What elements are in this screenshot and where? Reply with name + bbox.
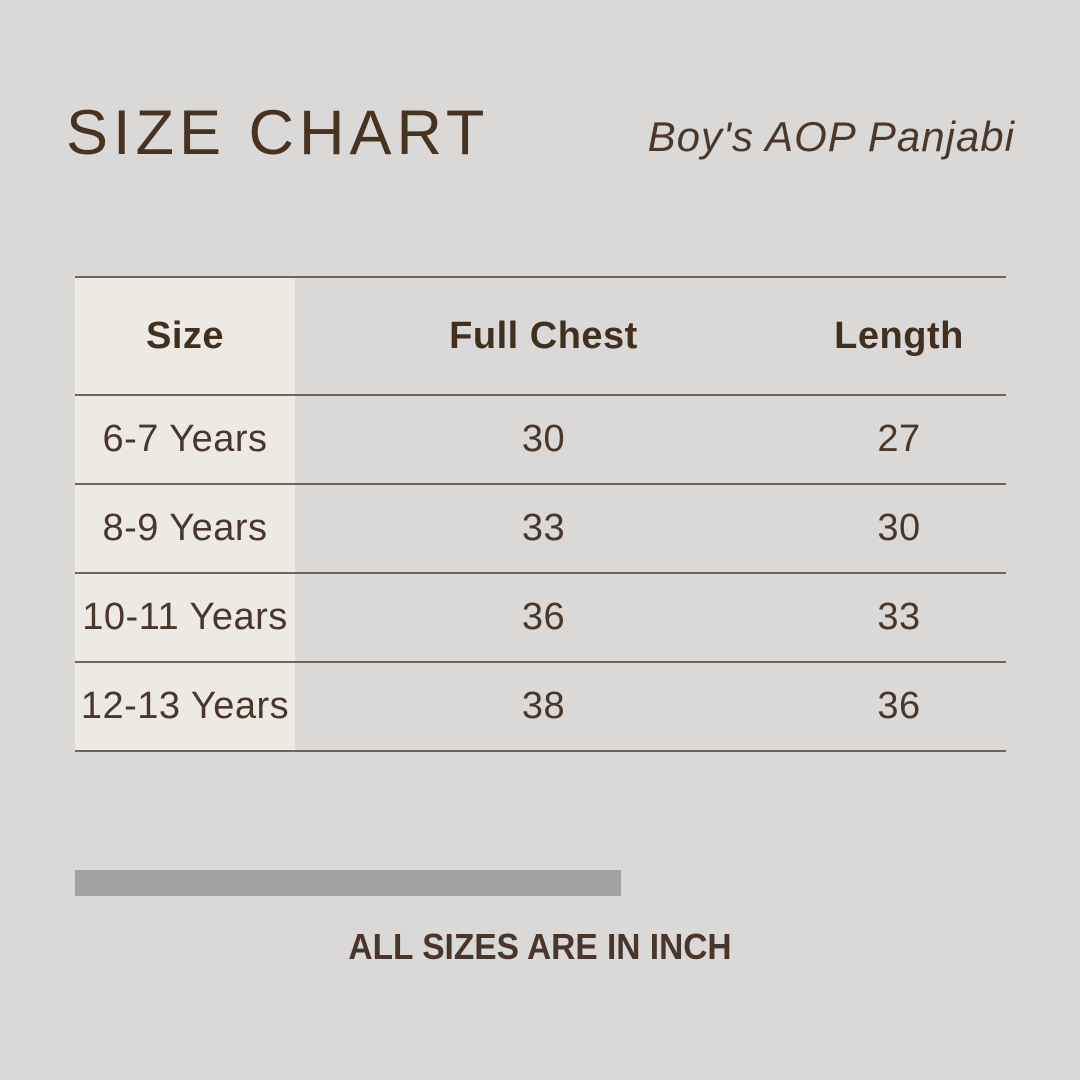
page-title: SIZE CHART	[66, 98, 490, 168]
full-chest-cell: 36	[521, 596, 566, 638]
table-header-row: Size Full Chest Length	[75, 278, 1006, 396]
product-name: Boy's AOP Panjabi	[647, 113, 1015, 160]
length-cell: 30	[877, 507, 921, 549]
column-header-size: Size	[75, 278, 295, 394]
units-note-text: ALL SIZES ARE IN INCH	[348, 926, 732, 967]
length-cell: 36	[877, 685, 921, 727]
full-chest-cell: 38	[521, 685, 566, 727]
length-cell: 33	[877, 596, 921, 638]
length-cell: 27	[877, 418, 921, 460]
divider-bar	[75, 870, 621, 896]
table-row: 6-7 Years 30 27	[75, 396, 1006, 485]
size-cell: 12-13 Years	[75, 663, 295, 750]
size-table: Size Full Chest Length 6-7 Years 30 27 8…	[75, 276, 1006, 752]
size-cell: 10-11 Years	[75, 574, 295, 661]
table-row: 12-13 Years 38 36	[75, 663, 1006, 752]
table-row: 10-11 Years 36 33	[75, 574, 1006, 663]
column-header-length: Length	[834, 314, 964, 357]
table-row: 8-9 Years 33 30	[75, 485, 1006, 574]
size-cell: 6-7 Years	[75, 396, 295, 483]
units-note: ALL SIZES ARE IN INCH	[0, 929, 1080, 965]
column-header-full-chest: Full Chest	[449, 314, 638, 357]
size-cell: 8-9 Years	[75, 485, 295, 572]
full-chest-cell: 30	[521, 418, 566, 460]
full-chest-cell: 33	[521, 507, 566, 549]
